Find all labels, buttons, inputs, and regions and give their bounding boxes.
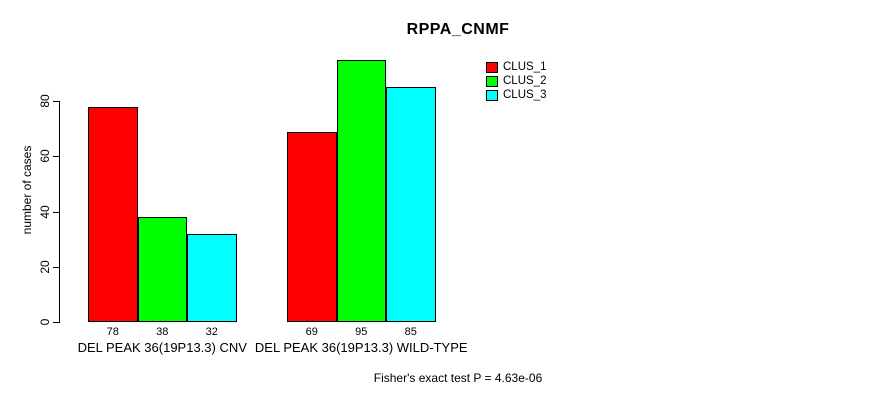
legend-item-clus_2: CLUS_2 [486,75,546,89]
y-axis-tick-label: 0 [38,318,52,326]
legend-item-clus_1: CLUS_1 [486,61,546,75]
bar-clus_1-group1 [88,106,138,322]
bar-value-label: 32 [205,326,218,338]
legend-label: CLUS_3 [503,88,547,101]
y-axis-tick-label: 60 [38,149,52,164]
bar-clus_3-group1 [187,233,237,322]
y-axis-tick [53,266,59,268]
y-axis-tick-label: 40 [38,204,52,219]
y-axis-tick [53,156,59,158]
y-axis-tick-label: 20 [38,260,52,274]
y-axis-tick [53,322,59,323]
y-axis-tick-label: 80 [38,94,52,108]
legend-swatch-icon [486,76,498,88]
legend: CLUS_1 CLUS_2 CLUS_3 [486,61,546,102]
bar-value-label: 69 [305,326,318,338]
x-axis-group-label-1: DEL PEAK 36(19P13.3) CNV [77,340,247,355]
bar-clus_1-group2 [287,131,337,322]
y-axis-line [59,101,60,323]
bar-value-label: 78 [106,326,119,338]
legend-swatch-icon [486,89,498,101]
bar-value-label: 38 [156,326,169,338]
bar-value-label: 85 [404,326,417,338]
chart-title: RPPA_CNMF [406,21,510,38]
bar-clus_2-group1 [137,217,187,322]
bar-value-label: 95 [355,326,368,338]
legend-swatch-icon [486,62,498,74]
legend-label: CLUS_1 [503,61,547,74]
y-axis-label: number of cases [20,145,34,235]
legend-label: CLUS_2 [503,75,547,88]
y-axis-tick [53,211,59,213]
legend-item-clus_3: CLUS_3 [486,88,546,102]
fisher-test-note: Fisher's exact test P = 4.63e-06 [373,371,543,385]
bar-clus_2-group2 [336,59,386,322]
y-axis-tick [53,101,59,103]
bar-clus_3-group2 [386,87,436,322]
x-axis-group-label-2: DEL PEAK 36(19P13.3) WILD-TYPE [254,340,468,355]
